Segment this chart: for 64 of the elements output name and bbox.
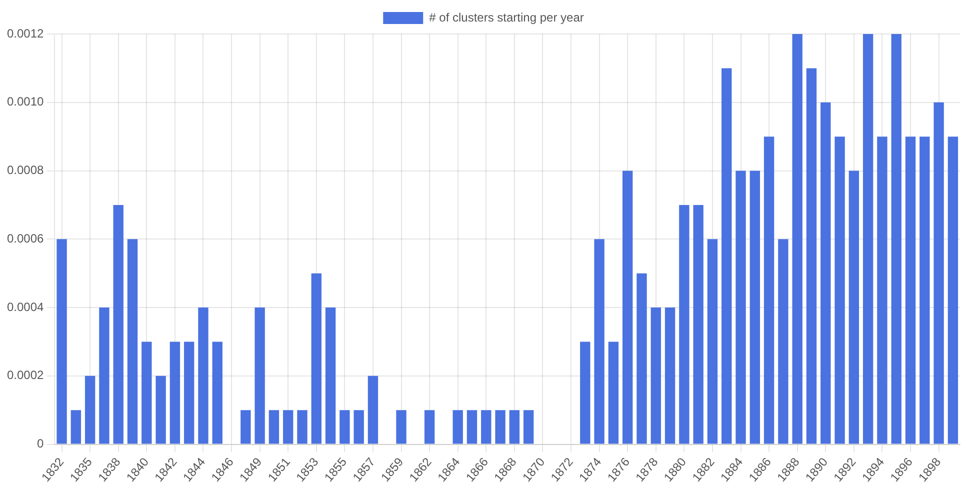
bar <box>466 410 478 444</box>
bar <box>594 239 604 444</box>
bar <box>198 308 208 444</box>
bar <box>891 34 902 444</box>
bar <box>722 68 732 444</box>
bar <box>750 170 760 444</box>
bar <box>481 410 492 444</box>
bar <box>905 136 916 444</box>
bar <box>311 273 322 444</box>
bar <box>212 342 222 444</box>
bar <box>707 239 718 444</box>
bar <box>297 410 308 444</box>
bar <box>820 102 831 444</box>
bar <box>495 410 506 444</box>
bar <box>354 410 364 444</box>
bar <box>254 308 265 444</box>
y-tick-label: 0 <box>37 436 44 451</box>
bar <box>268 410 280 444</box>
bar <box>340 410 350 444</box>
y-tick-label: 0.0008 <box>7 163 44 178</box>
bar <box>368 376 378 444</box>
bar <box>580 342 590 444</box>
bar <box>934 102 944 444</box>
y-tick-label: 0.0002 <box>7 368 44 382</box>
bar <box>679 204 690 444</box>
bar <box>862 34 874 444</box>
bar <box>764 136 774 444</box>
bar <box>283 410 294 444</box>
bar <box>736 170 746 444</box>
y-tick-label: 0.0004 <box>7 300 44 314</box>
bar <box>170 342 180 444</box>
bar <box>113 204 124 444</box>
bar <box>127 239 138 444</box>
bar <box>848 170 860 444</box>
bar <box>156 376 166 444</box>
bar <box>56 239 67 444</box>
bar <box>325 308 336 444</box>
legend-label: # of clusters starting per year <box>429 10 584 24</box>
bar <box>84 376 96 444</box>
bar <box>636 273 647 444</box>
bar <box>142 342 152 444</box>
bar <box>920 136 930 444</box>
bar <box>509 410 520 444</box>
bar <box>99 308 110 444</box>
bar <box>452 410 463 444</box>
bar <box>693 204 704 444</box>
y-tick-label: 0.0006 <box>7 231 44 246</box>
bar <box>523 410 534 444</box>
bar <box>608 342 619 444</box>
bar <box>240 410 251 444</box>
bar <box>664 308 676 444</box>
bar <box>424 410 435 444</box>
bar <box>806 68 817 444</box>
bar <box>184 342 194 444</box>
bar <box>70 410 82 444</box>
bar <box>877 136 888 444</box>
y-tick-label: 0.0012 <box>7 26 44 40</box>
y-tick-label: 0.0010 <box>7 94 44 109</box>
bar <box>834 136 845 444</box>
bar <box>622 170 633 444</box>
bar <box>396 410 406 444</box>
bar <box>948 136 958 444</box>
bar <box>778 239 788 444</box>
bar <box>650 308 661 444</box>
